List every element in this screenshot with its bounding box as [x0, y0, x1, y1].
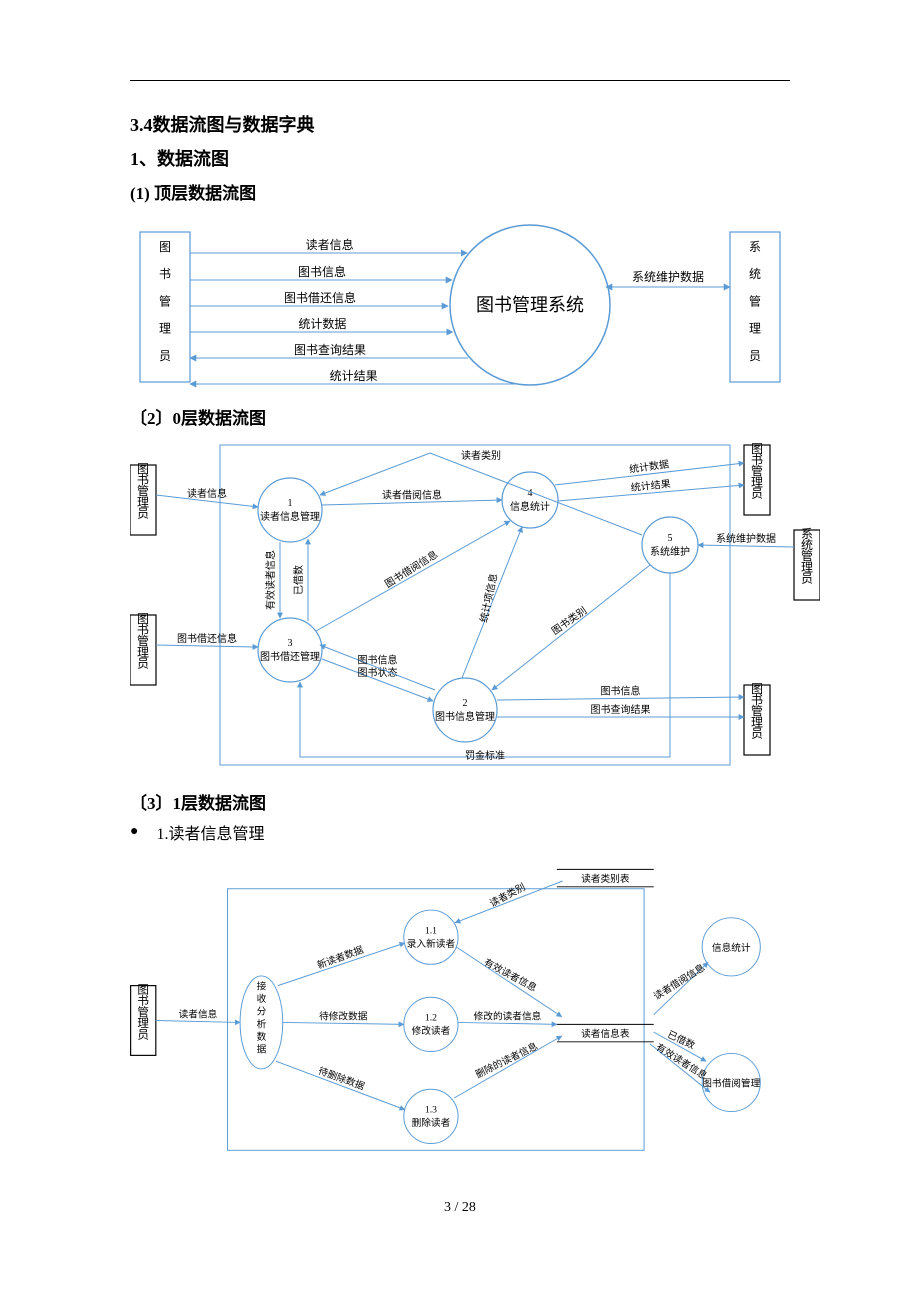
bullet-row-1: ● 1.读者信息管理 — [130, 820, 790, 844]
svg-text:读者类别表: 读者类别表 — [581, 872, 630, 885]
svg-text:读者信息管理: 读者信息管理 — [260, 510, 320, 523]
diagram-level-1: 读者类别表读者信息表图书管理员接收分析数据1.1录入新读者1.2修改读者1.3删… — [130, 850, 790, 1160]
svg-text:图书信息: 图书信息 — [601, 685, 641, 698]
heading-3-4: 3.4数据流图与数据字典 — [130, 111, 790, 137]
svg-text:信息统计: 信息统计 — [712, 941, 751, 954]
svg-text:删除读者: 删除读者 — [412, 1116, 451, 1129]
svg-text:统计数据: 统计数据 — [628, 457, 669, 475]
svg-text:图书查询结果: 图书查询结果 — [591, 703, 651, 716]
svg-text:读者信息: 读者信息 — [306, 237, 354, 252]
svg-text:图书信息: 图书信息 — [358, 654, 398, 667]
svg-text:统计项信息: 统计项信息 — [477, 572, 500, 624]
svg-text:系统维护数据: 系统维护数据 — [716, 532, 776, 545]
svg-text:罚金标准: 罚金标准 — [465, 749, 505, 762]
svg-text:信息统计: 信息统计 — [510, 500, 550, 513]
svg-text:读者类别: 读者类别 — [461, 449, 501, 462]
svg-text:图书借阅管理: 图书借阅管理 — [702, 1076, 760, 1089]
diagram-level-0: 图书管理员图书管理员图书管理员系统管理员图书管理员1读者信息管理2图书信息管理3… — [130, 435, 820, 775]
svg-text:读者类别: 读者类别 — [487, 880, 527, 910]
svg-text:3: 3 — [288, 638, 293, 649]
svg-text:图书借还管理: 图书借还管理 — [260, 650, 320, 663]
svg-text:图书查询结果: 图书查询结果 — [294, 343, 366, 357]
svg-text:图书信息管理: 图书信息管理 — [435, 710, 495, 723]
heading-sub1: (1) 顶层数据流图 — [130, 179, 790, 204]
svg-text:1.1: 1.1 — [425, 925, 437, 936]
svg-text:有效读者信息: 有效读者信息 — [482, 955, 540, 994]
page-number: 3 / 28 — [130, 1200, 790, 1216]
heading-sub3: 〔3〕1层数据流图 — [130, 789, 790, 814]
svg-text:5: 5 — [668, 533, 673, 544]
svg-text:修改的读者信息: 修改的读者信息 — [474, 1010, 542, 1023]
svg-text:图书管理员: 图书管理员 — [751, 682, 763, 741]
svg-text:图书借还信息: 图书借还信息 — [177, 632, 237, 645]
svg-text:图书管理员: 图书管理员 — [137, 462, 149, 521]
diagram-top-level: 图书管理员系统管理员图书管理系统读者信息图书信息图书借还信息统计数据图书查询结果… — [130, 210, 790, 390]
svg-text:有效读者信息: 有效读者信息 — [264, 550, 277, 610]
svg-text:图书管理员: 图书管理员 — [137, 983, 149, 1041]
svg-text:录入新读者: 录入新读者 — [407, 937, 456, 950]
svg-text:系统维护数据: 系统维护数据 — [632, 269, 704, 284]
svg-text:据: 据 — [257, 1042, 267, 1055]
svg-text:收: 收 — [257, 992, 267, 1005]
svg-text:接: 接 — [257, 980, 267, 993]
svg-text:析: 析 — [257, 1017, 267, 1030]
svg-text:统计数据: 统计数据 — [298, 316, 346, 331]
bullet-dot-icon: ● — [130, 824, 138, 840]
svg-text:读者信息: 读者信息 — [179, 1008, 218, 1021]
svg-text:读者借阅信息: 读者借阅信息 — [382, 489, 442, 502]
svg-text:系统管理员: 系统管理员 — [801, 527, 813, 586]
svg-text:分: 分 — [257, 1006, 267, 1018]
svg-text:新读者数据: 新读者数据 — [315, 943, 365, 972]
svg-text:图书管理员: 图书管理员 — [751, 442, 763, 501]
svg-text:删除的读者信息: 删除的读者信息 — [473, 1039, 540, 1081]
svg-text:读者信息表: 读者信息表 — [581, 1027, 630, 1040]
svg-text:待删除数据: 待删除数据 — [317, 1064, 367, 1093]
svg-text:图书类别: 图书类别 — [549, 604, 589, 638]
svg-text:4: 4 — [528, 488, 533, 499]
svg-text:图书借阅信息: 图书借阅信息 — [382, 548, 440, 591]
svg-text:修改读者: 修改读者 — [412, 1024, 451, 1037]
svg-text:图书借还信息: 图书借还信息 — [284, 290, 356, 305]
svg-text:2: 2 — [463, 698, 468, 709]
top-rule — [130, 80, 790, 81]
svg-text:待修改数据: 待修改数据 — [319, 1010, 368, 1023]
svg-text:图书管理系统: 图书管理系统 — [476, 295, 584, 315]
svg-text:系统维护: 系统维护 — [650, 545, 690, 558]
bullet-text-1: 1.读者信息管理 — [156, 820, 264, 844]
svg-text:统计结果: 统计结果 — [330, 369, 378, 383]
heading-1: 1、数据流图 — [130, 145, 790, 171]
svg-text:1.2: 1.2 — [425, 1013, 437, 1024]
svg-text:图书管理员: 图书管理员 — [137, 612, 149, 671]
svg-text:读者借阅信息: 读者借阅信息 — [651, 961, 707, 1003]
svg-text:读者信息: 读者信息 — [187, 487, 227, 500]
svg-text:数: 数 — [257, 1030, 267, 1043]
svg-text:1: 1 — [288, 498, 293, 509]
heading-sub2: 〔2〕0层数据流图 — [130, 404, 790, 429]
svg-text:1.3: 1.3 — [425, 1105, 437, 1116]
svg-text:已借数: 已借数 — [292, 565, 305, 595]
svg-text:图书信息: 图书信息 — [298, 264, 346, 279]
